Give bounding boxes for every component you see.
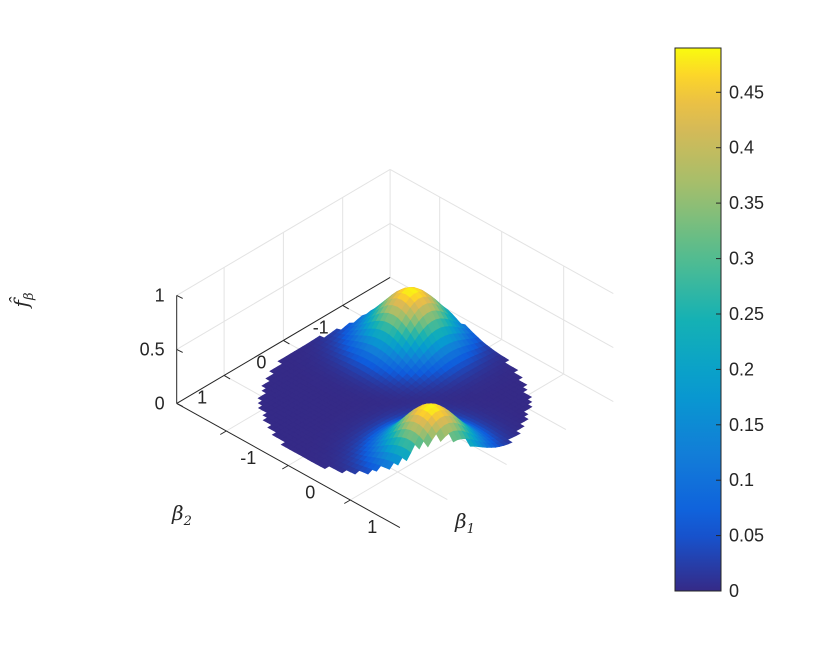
surface-patch [384, 460, 395, 470]
y-axis-label-main: β [171, 501, 184, 525]
z-axis-label-subscript: β [22, 293, 37, 302]
colorbar-scale [674, 47, 722, 592]
surface-patch [465, 438, 475, 447]
colorbar-tick-label: 0.4 [729, 138, 754, 158]
x-axis-label-subscript: 1 [467, 522, 475, 537]
axes-3d: 0 0.5 1 -1 0 1 -1 0 1 [140, 168, 614, 537]
z-tick-mark [176, 348, 183, 353]
x-tick-label: -1 [240, 448, 256, 468]
colorbar-tick-label: 0.05 [729, 526, 764, 546]
colorbar-tick-label: 0.35 [729, 193, 764, 213]
y-tick-mark [342, 304, 349, 310]
colorbar: 0 0.05 0.1 0.15 0.2 0.25 0.3 0.35 0.4 0.45 [674, 47, 764, 601]
x-tick-label: 1 [367, 517, 377, 537]
colorbar-tick-label: 0.3 [729, 249, 754, 269]
colorbar-ticks: 0 0.05 0.1 0.15 0.2 0.25 0.3 0.35 0.4 0.45 [716, 82, 764, 601]
x-tick-mark [344, 499, 351, 504]
y-tick-label: -1 [313, 317, 329, 337]
svg-text:f̂β: f̂β [9, 293, 37, 310]
surface-patch [414, 435, 424, 450]
colorbar-tick-label: 0 [729, 581, 739, 601]
tick-labels: 0 0.5 1 -1 0 1 -1 0 1 [140, 285, 378, 537]
colorbar-tick-label: 0.45 [729, 82, 764, 102]
y-tick-mark [223, 374, 231, 380]
surface-patch [371, 464, 382, 472]
x-tick-label: 0 [305, 483, 315, 503]
surface-patch [320, 463, 330, 470]
x-axis-label-main: β [454, 509, 467, 533]
surface-patch [448, 431, 458, 443]
z-tick-label: 0 [155, 393, 165, 413]
colorbar-tick-label: 0.1 [729, 470, 754, 490]
z-axis-label: f̂β [9, 293, 37, 310]
x-axis-label: β1 [454, 509, 475, 537]
y-tick-mark [283, 339, 290, 345]
x-tick-mark [220, 430, 227, 435]
axis-lines [176, 276, 401, 529]
y-axis-label-subscript: 2 [183, 514, 192, 529]
colorbar-tick-label: 0.2 [729, 359, 754, 379]
surface-patch [435, 428, 446, 443]
y-tick-label: 0 [256, 352, 266, 372]
x-tick-mark [282, 465, 289, 470]
surface-patch [350, 468, 360, 475]
colorbar-tick-label: 0.15 [729, 415, 764, 435]
z-tick-label: 1 [155, 285, 165, 305]
y-tick-label: 1 [197, 387, 207, 407]
surface-plot [257, 287, 533, 475]
surface-patch [363, 467, 373, 475]
surface-patch [393, 454, 403, 466]
colorbar-tick-label: 0.25 [729, 304, 764, 324]
z-tick-label: 0.5 [140, 339, 165, 359]
y-axis-label: β2 [171, 501, 192, 529]
z-tick-mark [176, 294, 183, 299]
surface-patch [423, 433, 433, 448]
surface-patch [337, 467, 347, 474]
surface-patch [401, 449, 412, 462]
z-tick-mark [176, 402, 183, 407]
